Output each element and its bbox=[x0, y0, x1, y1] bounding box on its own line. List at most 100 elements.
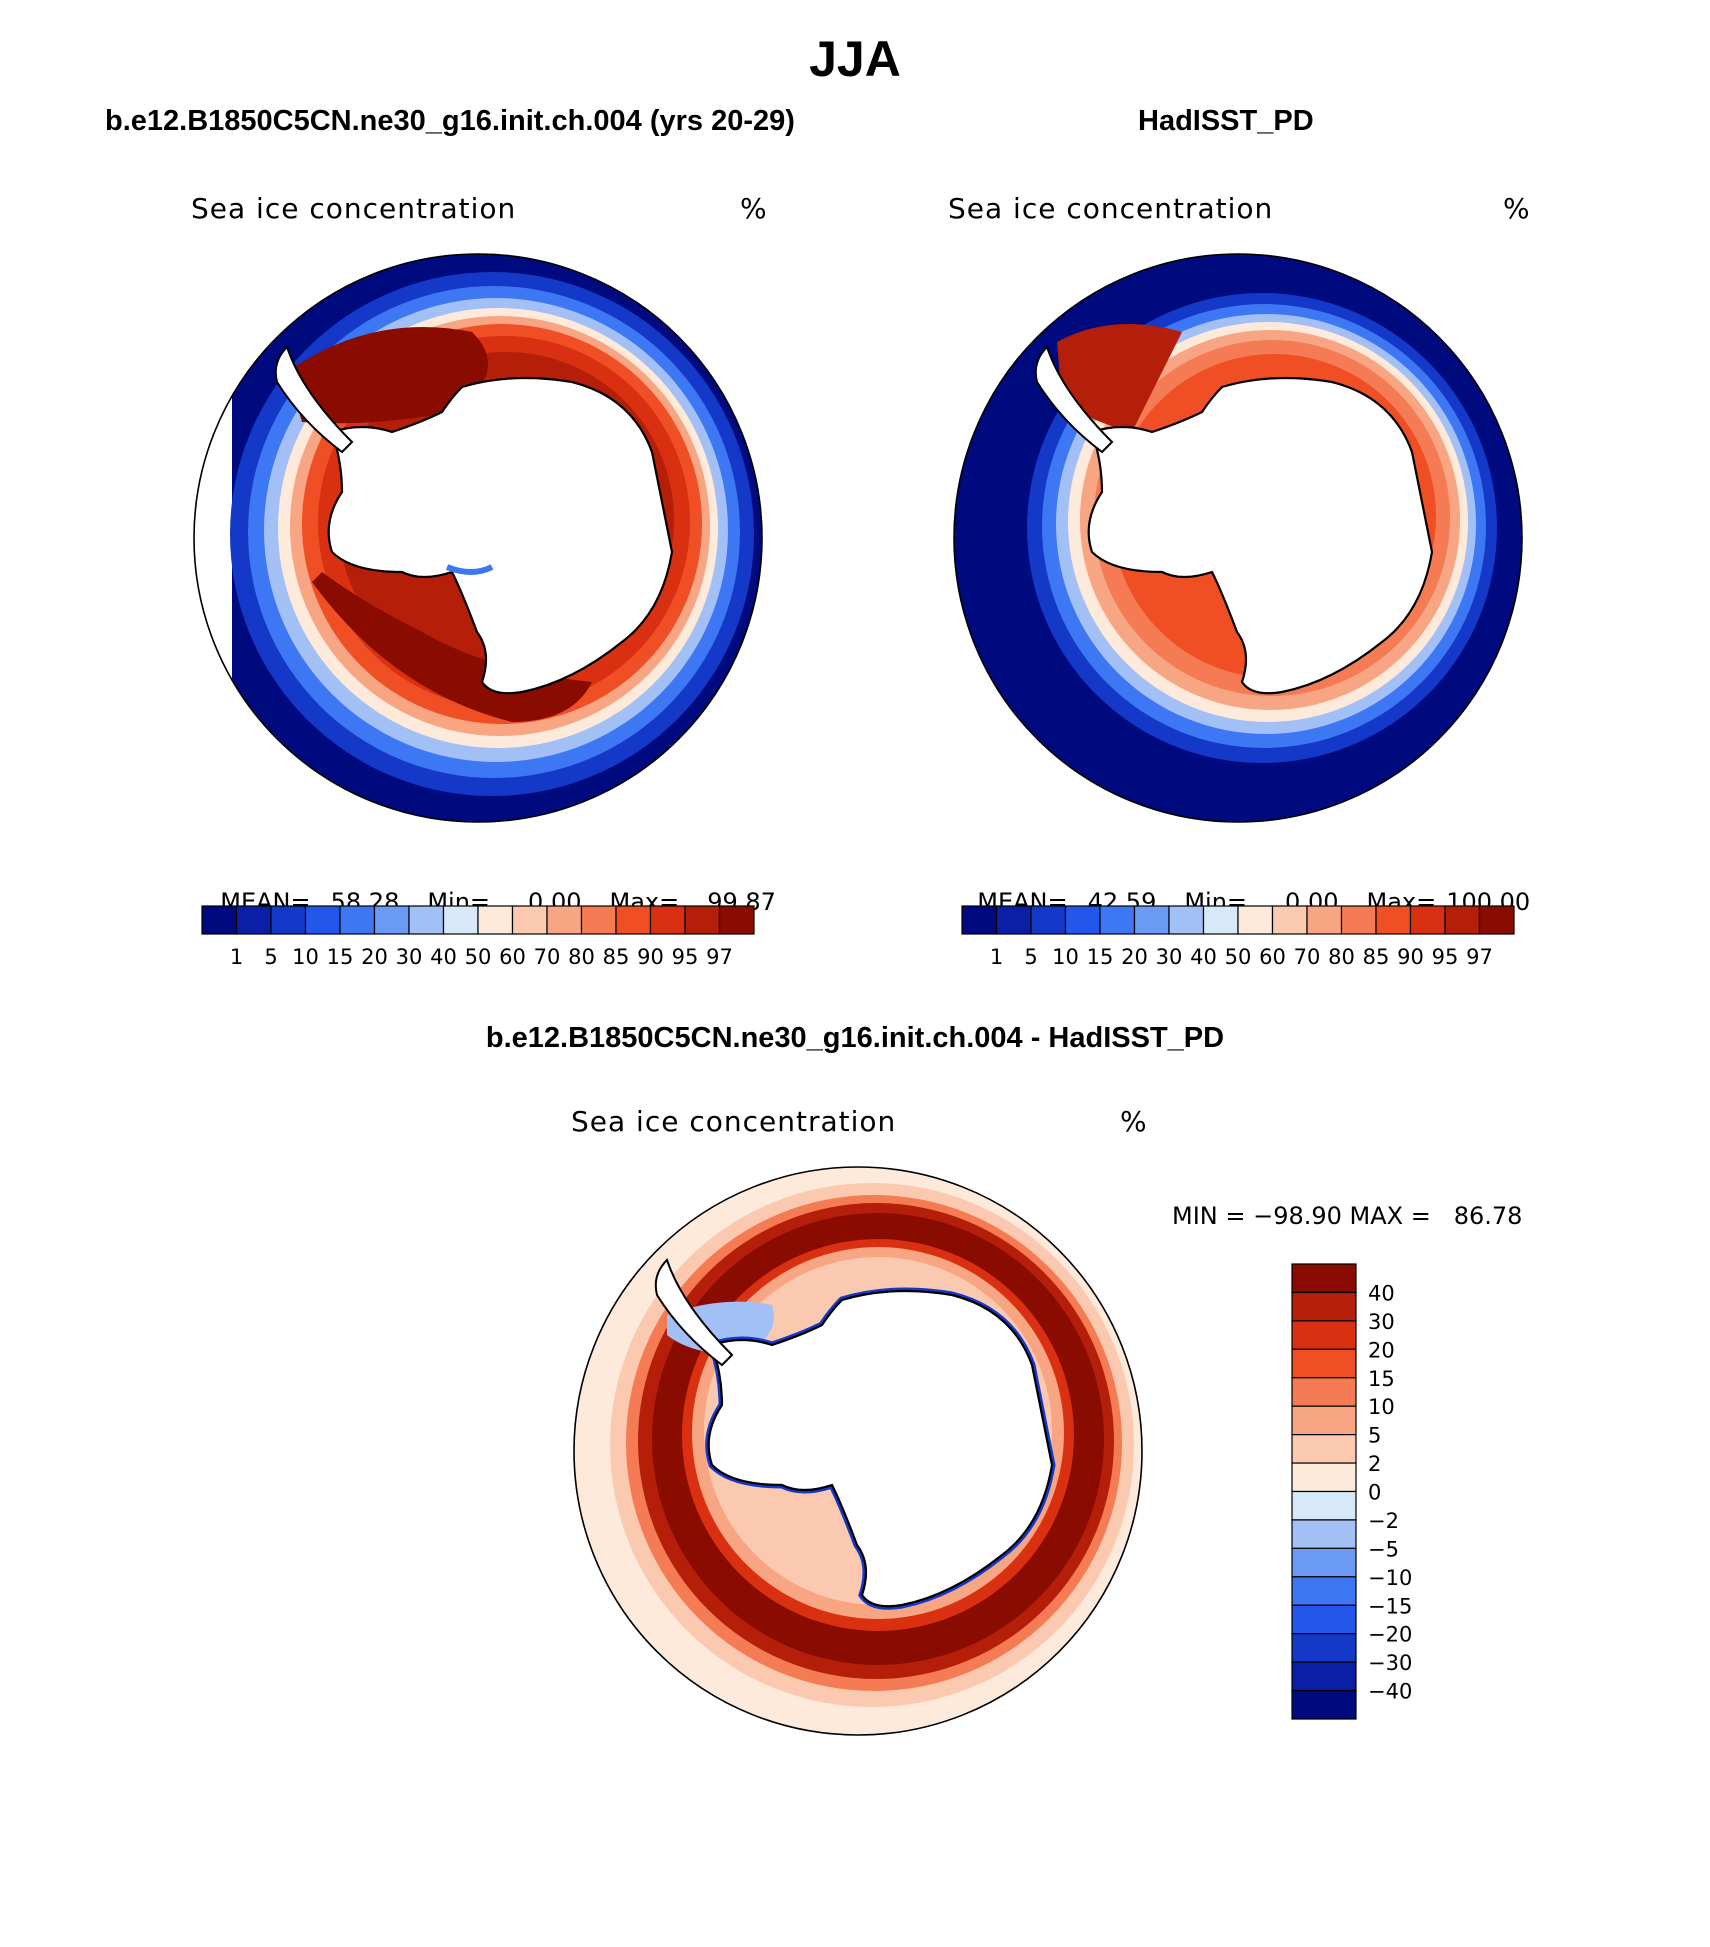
colorbar-tick-label: 90 bbox=[1397, 945, 1424, 969]
obs-units-label: % bbox=[1503, 192, 1530, 225]
ross-sea-coast-blue bbox=[445, 564, 494, 575]
colorbar-box bbox=[1064, 905, 1101, 935]
model-panel-title: b.e12.B1850C5CN.ne30_g16.init.ch.004 (yr… bbox=[105, 105, 795, 137]
colorbar-box bbox=[1202, 905, 1239, 935]
colorbar-box bbox=[1291, 1377, 1357, 1407]
colorbar-box bbox=[1306, 905, 1343, 935]
colorbar-box bbox=[304, 905, 341, 935]
colorbar-tick-label: 70 bbox=[1294, 945, 1321, 969]
colorbar-box bbox=[1291, 1604, 1357, 1635]
colorbar-tick-label: 97 bbox=[1466, 945, 1493, 969]
colorbar-tick-label: 97 bbox=[706, 945, 733, 969]
colorbar-tick-label: 10 bbox=[1368, 1395, 1395, 1419]
colorbar-box bbox=[442, 905, 479, 935]
colorbar-box bbox=[684, 905, 721, 935]
colorbar-tick-label: 85 bbox=[603, 945, 630, 969]
colorbar-tick-label: −20 bbox=[1368, 1623, 1412, 1647]
missing-data-west bbox=[194, 332, 232, 812]
colorbar-box bbox=[1291, 1661, 1357, 1692]
colorbar-tick-label: −5 bbox=[1368, 1537, 1399, 1561]
colorbar-box bbox=[1168, 905, 1205, 935]
colorbar-tick-label: 20 bbox=[1121, 945, 1148, 969]
colorbar-box bbox=[373, 905, 410, 935]
colorbar-tick-label: 1 bbox=[990, 945, 1003, 969]
colorbar-tick-label: 80 bbox=[1328, 945, 1355, 969]
colorbar-tick-label: 5 bbox=[264, 945, 277, 969]
colorbar-tick-label: −2 bbox=[1368, 1509, 1399, 1533]
diff-variable-label: Sea ice concentration bbox=[571, 1105, 897, 1138]
colorbar-box bbox=[1291, 1576, 1357, 1606]
model-units-label: % bbox=[740, 192, 767, 225]
colorbar-box bbox=[339, 905, 376, 935]
colorbar-box bbox=[511, 905, 548, 935]
colorbar-box bbox=[1291, 1519, 1357, 1549]
colorbar-box bbox=[1291, 1462, 1357, 1493]
colorbar-tick-label: 5 bbox=[1368, 1424, 1381, 1448]
colorbar-box bbox=[1291, 1547, 1357, 1578]
colorbar-tick-label: 5 bbox=[1024, 945, 1037, 969]
diff-minmax: MIN = −98.90 MAX = 86.78 bbox=[1172, 1202, 1523, 1230]
colorbar-box bbox=[1291, 1405, 1357, 1436]
colorbar-box bbox=[718, 905, 755, 935]
model-colorbar: 1 5 10 15 20 30 40 50 60 70 80 85 90 95 97 bbox=[201, 905, 755, 969]
colorbar-box bbox=[1340, 905, 1377, 935]
colorbar-tick-label: 10 bbox=[292, 945, 319, 969]
antarctic-peninsula bbox=[274, 345, 354, 454]
diff-map bbox=[573, 1166, 1143, 1736]
colorbar-box bbox=[1291, 1490, 1357, 1521]
colorbar-tick-label: 80 bbox=[568, 945, 595, 969]
colorbar-tick-label: 60 bbox=[499, 945, 526, 969]
colorbar-box bbox=[477, 905, 514, 935]
weddell-dense bbox=[1057, 324, 1182, 432]
main-title: JJA bbox=[809, 31, 901, 87]
diff-units-label: % bbox=[1120, 1105, 1147, 1138]
obs-variable-label: Sea ice concentration bbox=[948, 192, 1274, 225]
weddell-maxima bbox=[287, 327, 488, 424]
colorbar-box bbox=[1237, 905, 1274, 935]
colorbar-tick-label: 95 bbox=[1432, 945, 1459, 969]
colorbar-tick-label: 90 bbox=[637, 945, 664, 969]
colorbar-box bbox=[408, 905, 445, 935]
colorbar-box bbox=[270, 905, 307, 935]
colorbar-box bbox=[1291, 1633, 1357, 1663]
colorbar-tick-label: −30 bbox=[1368, 1651, 1412, 1675]
colorbar-tick-label: −40 bbox=[1368, 1680, 1412, 1704]
colorbar-tick-label: 40 bbox=[430, 945, 457, 969]
colorbar-box bbox=[961, 905, 998, 935]
colorbar-tick-label: 40 bbox=[1190, 945, 1217, 969]
obs-colorbar: 1 5 10 15 20 30 40 50 60 70 80 85 90 95 97 bbox=[961, 905, 1515, 969]
colorbar-box bbox=[201, 905, 238, 935]
colorbar-box bbox=[1291, 1434, 1357, 1464]
model-variable-label: Sea ice concentration bbox=[191, 192, 517, 225]
colorbar-tick-label: 40 bbox=[1368, 1281, 1395, 1305]
colorbar-box bbox=[1291, 1263, 1357, 1294]
diff-panel-title: b.e12.B1850C5CN.ne30_g16.init.ch.004 - H… bbox=[485, 1022, 1225, 1054]
colorbar-box bbox=[580, 905, 617, 935]
colorbar-tick-label: 0 bbox=[1368, 1481, 1381, 1505]
colorbar-tick-label: −15 bbox=[1368, 1594, 1412, 1618]
obs-map bbox=[953, 253, 1523, 823]
colorbar-box bbox=[1291, 1348, 1357, 1379]
colorbar-tick-label: 10 bbox=[1052, 945, 1079, 969]
colorbar-tick-label: 50 bbox=[465, 945, 492, 969]
colorbar-box bbox=[1375, 905, 1412, 935]
colorbar-tick-label: 30 bbox=[396, 945, 423, 969]
colorbar-tick-label: 60 bbox=[1259, 945, 1286, 969]
colorbar-box bbox=[235, 905, 272, 935]
colorbar-box bbox=[1271, 905, 1308, 935]
colorbar-box bbox=[1030, 905, 1067, 935]
colorbar-tick-label: 70 bbox=[534, 945, 561, 969]
colorbar-tick-label: 85 bbox=[1363, 945, 1390, 969]
colorbar-tick-label: 30 bbox=[1156, 945, 1183, 969]
colorbar-tick-label: 30 bbox=[1368, 1310, 1395, 1334]
colorbar-tick-label: 20 bbox=[1368, 1338, 1395, 1362]
colorbar-box bbox=[1478, 905, 1515, 935]
colorbar-box bbox=[546, 905, 583, 935]
colorbar-box bbox=[995, 905, 1032, 935]
obs-panel-title: HadISST_PD bbox=[1138, 105, 1314, 137]
model-map bbox=[193, 253, 763, 823]
colorbar-box bbox=[1133, 905, 1170, 935]
colorbar-box bbox=[1444, 905, 1481, 935]
colorbar-tick-label: 2 bbox=[1368, 1452, 1381, 1476]
